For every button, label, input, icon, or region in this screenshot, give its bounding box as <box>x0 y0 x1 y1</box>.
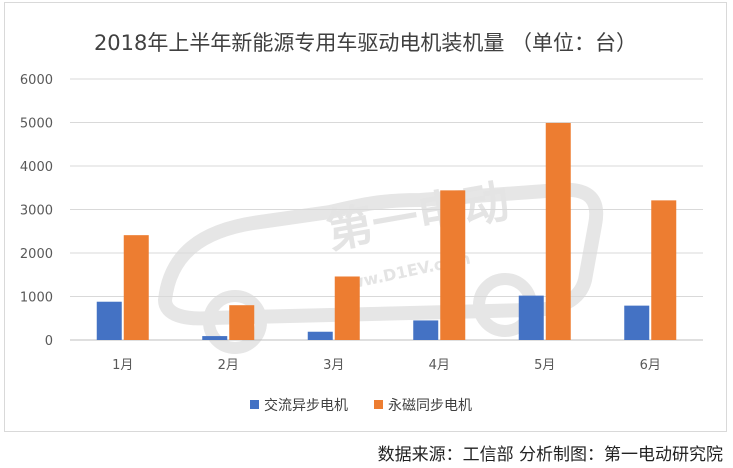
bar-pm-sync-motor <box>440 190 466 340</box>
x-tick-label: 3月 <box>323 358 344 373</box>
bar-pm-sync-motor <box>229 305 255 340</box>
y-axis-ticks: 0 1000 2000 3000 4000 5000 6000 <box>20 73 53 349</box>
x-tick-label: 6月 <box>640 358 661 373</box>
bar-pm-sync-motor <box>651 200 677 340</box>
x-tick-label: 5月 <box>534 358 555 373</box>
bar-async-motor <box>413 320 439 340</box>
watermark-car-icon <box>157 182 604 326</box>
x-axis-ticks: 1月 2月 3月 4月 5月 6月 <box>112 358 661 373</box>
bar-pm-sync-motor <box>334 276 360 340</box>
bars <box>96 122 677 340</box>
x-tick-label: 4月 <box>429 358 450 373</box>
chart-title: 2018年上半年新能源专用车驱动电机装机量 （单位：台） <box>93 31 638 55</box>
chart-container: 2018年上半年新能源专用车驱动电机装机量 （单位：台） <box>4 2 727 432</box>
y-tick-label: 2000 <box>20 247 53 262</box>
legend-label: 永磁同步电机 <box>388 398 472 414</box>
x-tick-label: 1月 <box>112 358 133 373</box>
bar-pm-sync-motor <box>123 235 149 340</box>
y-tick-label: 3000 <box>20 204 53 219</box>
bar-async-motor <box>96 301 122 340</box>
legend: 交流异步电机 永磁同步电机 <box>250 397 472 414</box>
bar-async-motor <box>202 336 228 340</box>
legend-label: 交流异步电机 <box>264 397 348 414</box>
watermark-logo-text: 第一电动 <box>323 174 514 259</box>
legend-swatch <box>374 400 383 409</box>
grid <box>70 78 703 341</box>
bar-async-motor <box>518 295 544 340</box>
bar-async-motor <box>624 305 650 340</box>
source-note: 数据来源：工信部 分析制图：第一电动研究院 <box>377 445 723 465</box>
bar-async-motor <box>307 331 333 340</box>
y-tick-label: 5000 <box>20 117 53 132</box>
y-tick-label: 6000 <box>20 73 53 88</box>
legend-swatch <box>250 400 259 409</box>
bar-pm-sync-motor <box>545 122 571 340</box>
y-tick-label: 4000 <box>20 160 53 175</box>
x-tick-label: 2月 <box>218 358 239 373</box>
y-tick-label: 1000 <box>20 291 53 306</box>
y-tick-label: 0 <box>45 334 53 349</box>
